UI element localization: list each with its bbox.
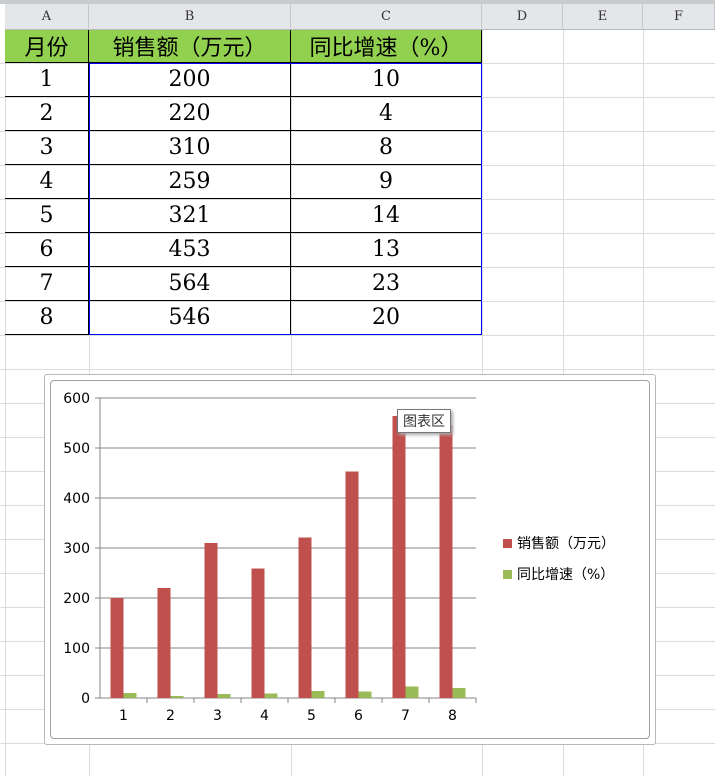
column-header-A[interactable]: A (5, 4, 89, 30)
x-tick-label: 5 (307, 708, 316, 724)
y-tick-label: 500 (63, 441, 90, 457)
y-tick-label: 0 (81, 691, 90, 707)
table-cell[interactable]: 310 (89, 131, 291, 165)
legend-label: 同比增速（%） (517, 567, 614, 583)
table-cell[interactable]: 1 (5, 63, 89, 97)
table-cell[interactable]: 2 (5, 97, 89, 131)
table-cell[interactable]: 14 (291, 199, 482, 233)
bar-growth (452, 688, 466, 698)
table-cell[interactable]: 6 (5, 233, 89, 267)
table-cell[interactable]: 4 (5, 165, 89, 199)
bar-sales (110, 598, 124, 698)
bar-sales (157, 588, 171, 698)
table-cell[interactable]: 321 (89, 199, 291, 233)
bar-growth (405, 686, 419, 698)
bar-sales (392, 416, 406, 698)
legend-label: 销售额（万元） (517, 536, 615, 552)
table-cell[interactable]: 259 (89, 165, 291, 199)
bar-growth (358, 691, 372, 698)
table-cell[interactable]: 7 (5, 267, 89, 301)
x-tick-label: 4 (260, 708, 269, 724)
x-tick-label: 2 (166, 708, 175, 724)
table-cell[interactable]: 200 (89, 63, 291, 97)
gridline-horizontal (0, 199, 715, 200)
bar-sales (251, 568, 265, 698)
bar-growth (264, 693, 278, 698)
header-cell[interactable]: 月份 (5, 30, 89, 63)
legend-swatch (503, 570, 512, 579)
table-cell[interactable]: 564 (89, 267, 291, 301)
y-tick-label: 600 (63, 391, 90, 407)
y-tick-label: 300 (63, 541, 90, 557)
column-header-E[interactable]: E (563, 4, 643, 30)
bar-sales (439, 425, 453, 698)
table-cell[interactable]: 8 (5, 301, 89, 335)
table-cell[interactable]: 13 (291, 233, 482, 267)
table-cell[interactable]: 3 (5, 131, 89, 165)
bar-growth (311, 691, 325, 698)
column-header-C[interactable]: C (291, 4, 482, 30)
y-tick-label: 200 (63, 591, 90, 607)
gridline-horizontal (0, 267, 715, 268)
gridline-horizontal (0, 97, 715, 98)
x-tick-label: 3 (213, 708, 222, 724)
column-header-F[interactable]: F (643, 4, 715, 30)
gridline-horizontal (0, 131, 715, 132)
gridline-horizontal (0, 233, 715, 234)
bar-growth (123, 693, 137, 698)
chart-area-tooltip: 图表区 (397, 409, 451, 433)
x-tick-label: 1 (119, 708, 128, 724)
table-cell[interactable]: 220 (89, 97, 291, 131)
gridline-horizontal (0, 369, 715, 370)
header-cell[interactable]: 同比增速（%） (291, 30, 482, 63)
y-tick-label: 400 (63, 491, 90, 507)
x-tick-label: 6 (354, 708, 363, 724)
bar-growth (170, 696, 184, 698)
column-header-D[interactable]: D (482, 4, 563, 30)
legend-swatch (503, 539, 512, 548)
y-tick-label: 100 (63, 641, 90, 657)
x-tick-label: 7 (401, 708, 410, 724)
bar-growth (217, 694, 231, 698)
column-header-B[interactable]: B (89, 4, 291, 30)
toolbar-edge (0, 0, 715, 4)
bar-sales (298, 537, 312, 698)
table-cell[interactable]: 453 (89, 233, 291, 267)
gridline-horizontal (0, 335, 715, 336)
x-tick-label: 8 (448, 708, 457, 724)
bar-sales (345, 471, 359, 698)
table-cell[interactable]: 5 (5, 199, 89, 233)
bar-sales (204, 543, 218, 698)
header-cell[interactable]: 销售额（万元） (89, 30, 291, 63)
gridline-horizontal (0, 165, 715, 166)
gridline-horizontal (0, 301, 715, 302)
